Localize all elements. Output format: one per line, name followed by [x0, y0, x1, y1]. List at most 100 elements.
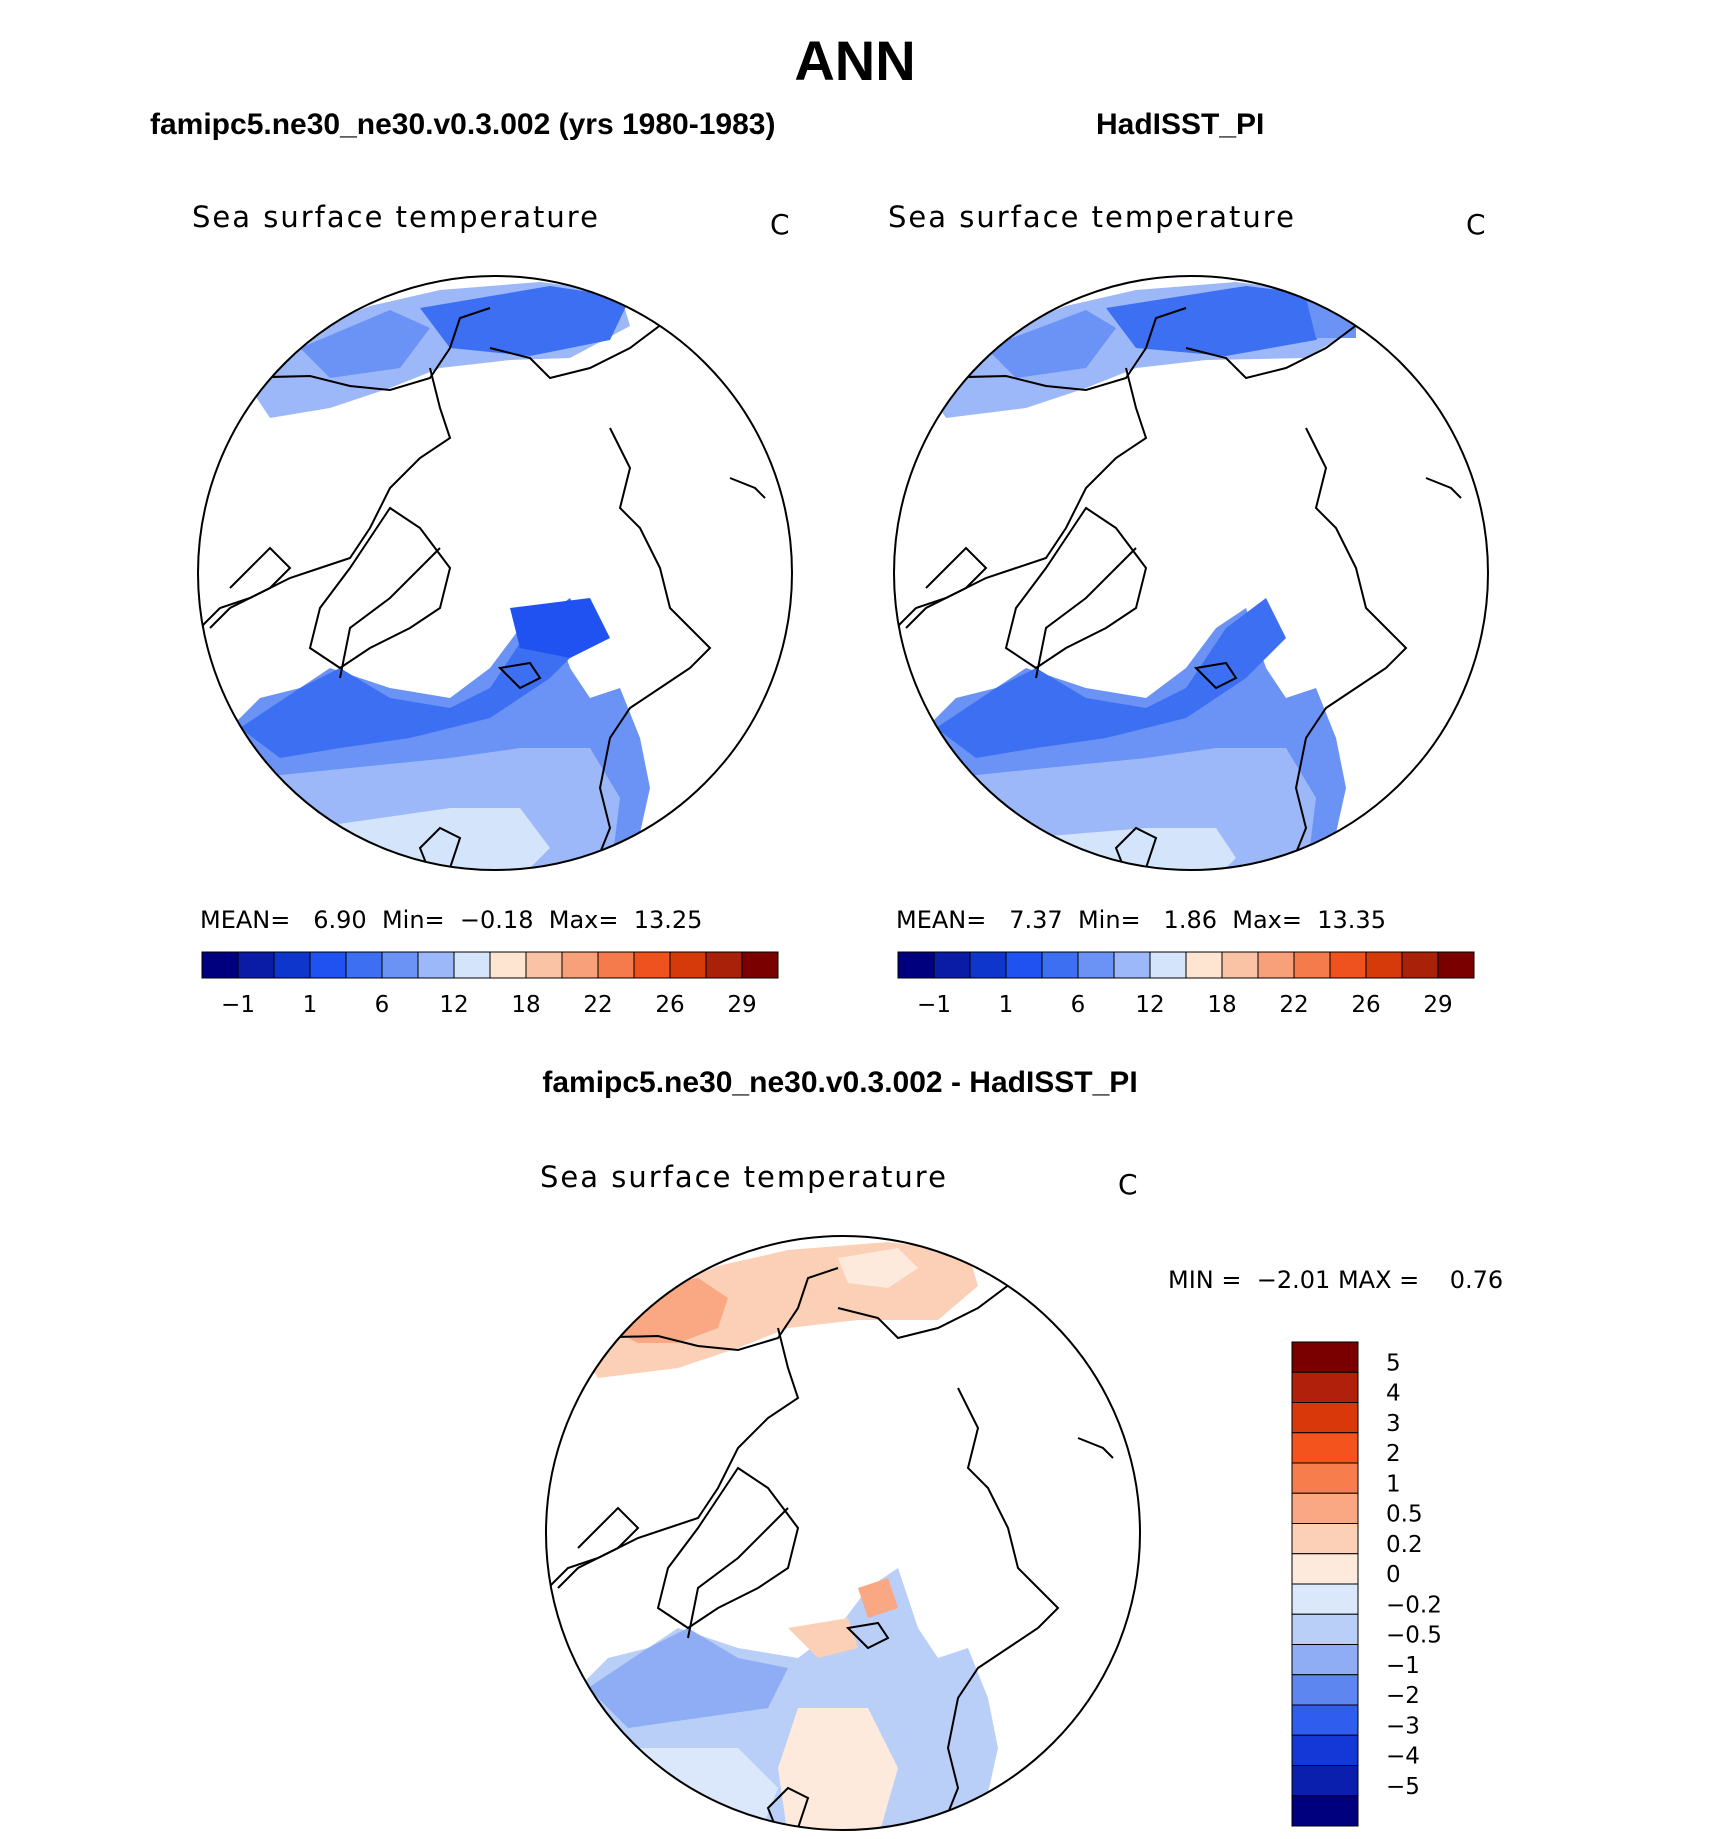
- panel1-colorbar-swatch: [705, 951, 743, 979]
- sst-region: [420, 286, 630, 356]
- panel2-mean-label: MEAN=: [896, 906, 987, 934]
- panel2-colorbar-swatch: [1041, 951, 1079, 979]
- panel1-colorbar-swatch: [633, 951, 671, 979]
- panel2-colorbar-swatch: [1005, 951, 1043, 979]
- panel3-max-value: 0.76: [1449, 1266, 1504, 1294]
- panel2-colorbar-swatch: [1149, 951, 1187, 979]
- panel3-colorbar-tick-label: −4: [1386, 1744, 1420, 1770]
- panel2-colorbar-swatch: [1113, 951, 1151, 979]
- diff-region: [838, 1248, 918, 1288]
- panel2-mean-value: 7.37: [1009, 906, 1063, 934]
- map-boundary: [197, 275, 793, 871]
- panel3-colorbar-swatch: [1291, 1523, 1359, 1555]
- panel2-colorbar-swatch: [1293, 951, 1331, 979]
- panel2-colorbar: −1 1 6 12 18 22 26 29: [897, 951, 1475, 1018]
- panel2-colorbar-swatch: [1401, 951, 1439, 979]
- panel1-colorbar-tick-label: 18: [511, 992, 540, 1018]
- panel1-colorbar-tick-label: 6: [375, 992, 390, 1018]
- panel2-stats: MEAN= 7.37 Min= 1.86 Max= 13.35: [896, 906, 1386, 934]
- panel3-colorbar-tick-label: 5: [1386, 1350, 1401, 1376]
- panel3-min-value: −2.01: [1256, 1266, 1331, 1294]
- panel3-max-label: MAX =: [1337, 1266, 1420, 1294]
- panel3-colorbar-tick-label: −0.2: [1386, 1592, 1442, 1618]
- sst-region: [300, 310, 430, 378]
- diff-region: [788, 1618, 858, 1658]
- panel3-colorbar-swatch: [1291, 1613, 1359, 1645]
- sst-region: [510, 598, 610, 658]
- panel1-mean-value: 6.90: [313, 906, 367, 934]
- panel2-colorbar-swatch: [1257, 951, 1295, 979]
- panel1-colorbar-swatch: [201, 951, 239, 979]
- panel3-field-label: Sea surface temperature: [540, 1160, 948, 1194]
- panel2-units: C: [1466, 208, 1486, 241]
- panel1-colorbar-swatch: [489, 951, 527, 979]
- panel2-colorbar-swatch: [897, 951, 935, 979]
- panel2-map: [893, 275, 1489, 871]
- panel1-min-value: −0.18: [459, 906, 534, 934]
- panel3-colorbar-swatch: [1291, 1341, 1359, 1373]
- panel3-colorbar-tick-label: 0.2: [1386, 1532, 1423, 1558]
- panel2-colorbar-swatch: [1365, 951, 1403, 979]
- panel1-units: C: [770, 208, 790, 241]
- panel2-colorbar-swatch: [969, 951, 1007, 979]
- diff-region: [588, 1628, 788, 1728]
- panel1-colorbar-swatch: [309, 951, 347, 979]
- panel1-colorbar-tick-label: −1: [221, 992, 255, 1018]
- panel2-colorbar-swatch: [1185, 951, 1223, 979]
- panel3-colorbar-swatch: [1291, 1765, 1359, 1797]
- panel2-colorbar-tick-label: 29: [1423, 992, 1452, 1018]
- panel2-colorbar-swatch: [1077, 951, 1115, 979]
- panel2-colorbar-swatch: [1329, 951, 1367, 979]
- panel2-min-value: 1.86: [1163, 906, 1217, 934]
- panel3-colorbar: 5 4 3 2 1 0.5 0.2 0 −0.2 −0.5 −1 −2 −3 −4 −5: [1291, 1341, 1442, 1827]
- panel3-stats: MIN = −2.01 MAX = 0.76: [1168, 1266, 1503, 1294]
- panel2-title: HadISST_PI: [1096, 108, 1265, 141]
- panel2-colorbar-swatch: [933, 951, 971, 979]
- sst-region: [986, 310, 1116, 378]
- diff-region: [858, 1578, 898, 1618]
- panel1-colorbar-swatch: [237, 951, 275, 979]
- panel2-colorbar-tick-label: 22: [1279, 992, 1308, 1018]
- panel1-colorbar-swatch: [273, 951, 311, 979]
- panel3-colorbar-swatch: [1291, 1795, 1359, 1827]
- panel1-colorbar-swatch: [381, 951, 419, 979]
- panel1-colorbar-tick-label: 26: [655, 992, 684, 1018]
- panel3-title: famipc5.ne30_ne30.v0.3.002 - HadISST_PI: [542, 1066, 1138, 1099]
- panel3-colorbar-tick-label: −0.5: [1386, 1623, 1442, 1649]
- sst-region: [240, 598, 590, 758]
- panel3-colorbar-tick-label: 2: [1386, 1441, 1401, 1467]
- panel3-colorbar-swatch: [1291, 1402, 1359, 1434]
- panel3-colorbar-tick-label: 0: [1386, 1562, 1401, 1588]
- panel3-colorbar-tick-label: −1: [1386, 1653, 1420, 1679]
- panel2-colorbar-tick-label: 26: [1351, 992, 1380, 1018]
- panel3-colorbar-swatch: [1291, 1553, 1359, 1585]
- panel3-colorbar-swatch: [1291, 1734, 1359, 1766]
- figure-title: ANN: [794, 29, 916, 92]
- panel2-colorbar-tick-label: 1: [999, 992, 1014, 1018]
- diff-region: [608, 1278, 728, 1343]
- panel3-colorbar-tick-label: 1: [1386, 1471, 1401, 1497]
- panel1-colorbar-swatch: [417, 951, 455, 979]
- panel3-colorbar-tick-label: 4: [1386, 1381, 1401, 1407]
- panel1-title: famipc5.ne30_ne30.v0.3.002 (yrs 1980-198…: [150, 108, 776, 141]
- panel2-max-value: 13.35: [1317, 906, 1386, 934]
- panel1-colorbar-tick-label: 12: [439, 992, 468, 1018]
- panel3-colorbar-swatch: [1291, 1371, 1359, 1403]
- panel1-colorbar-swatch: [741, 951, 779, 979]
- panel3-units: C: [1118, 1168, 1138, 1201]
- panel2-min-label: Min=: [1077, 906, 1141, 934]
- panel1-colorbar-swatch: [453, 951, 491, 979]
- panel1-colorbar-tick-label: 29: [727, 992, 756, 1018]
- diff-region: [778, 1708, 898, 1830]
- panel1-colorbar-swatch: [669, 951, 707, 979]
- diff-region: [578, 1748, 778, 1830]
- panel1-colorbar: −1 1 6 12 18 22 26 29: [201, 951, 779, 1018]
- panel1-map: [197, 275, 793, 871]
- panel1-max-value: 13.25: [633, 906, 703, 934]
- panel2-colorbar-tick-label: −1: [917, 992, 951, 1018]
- panel3-colorbar-swatch: [1291, 1492, 1359, 1524]
- panel2-colorbar-tick-label: 12: [1135, 992, 1164, 1018]
- panel1-colorbar-swatch: [345, 951, 383, 979]
- panel1-field-label: Sea surface temperature: [192, 200, 600, 234]
- panel1-stats: MEAN= 6.90 Min= −0.18 Max= 13.25: [200, 906, 702, 934]
